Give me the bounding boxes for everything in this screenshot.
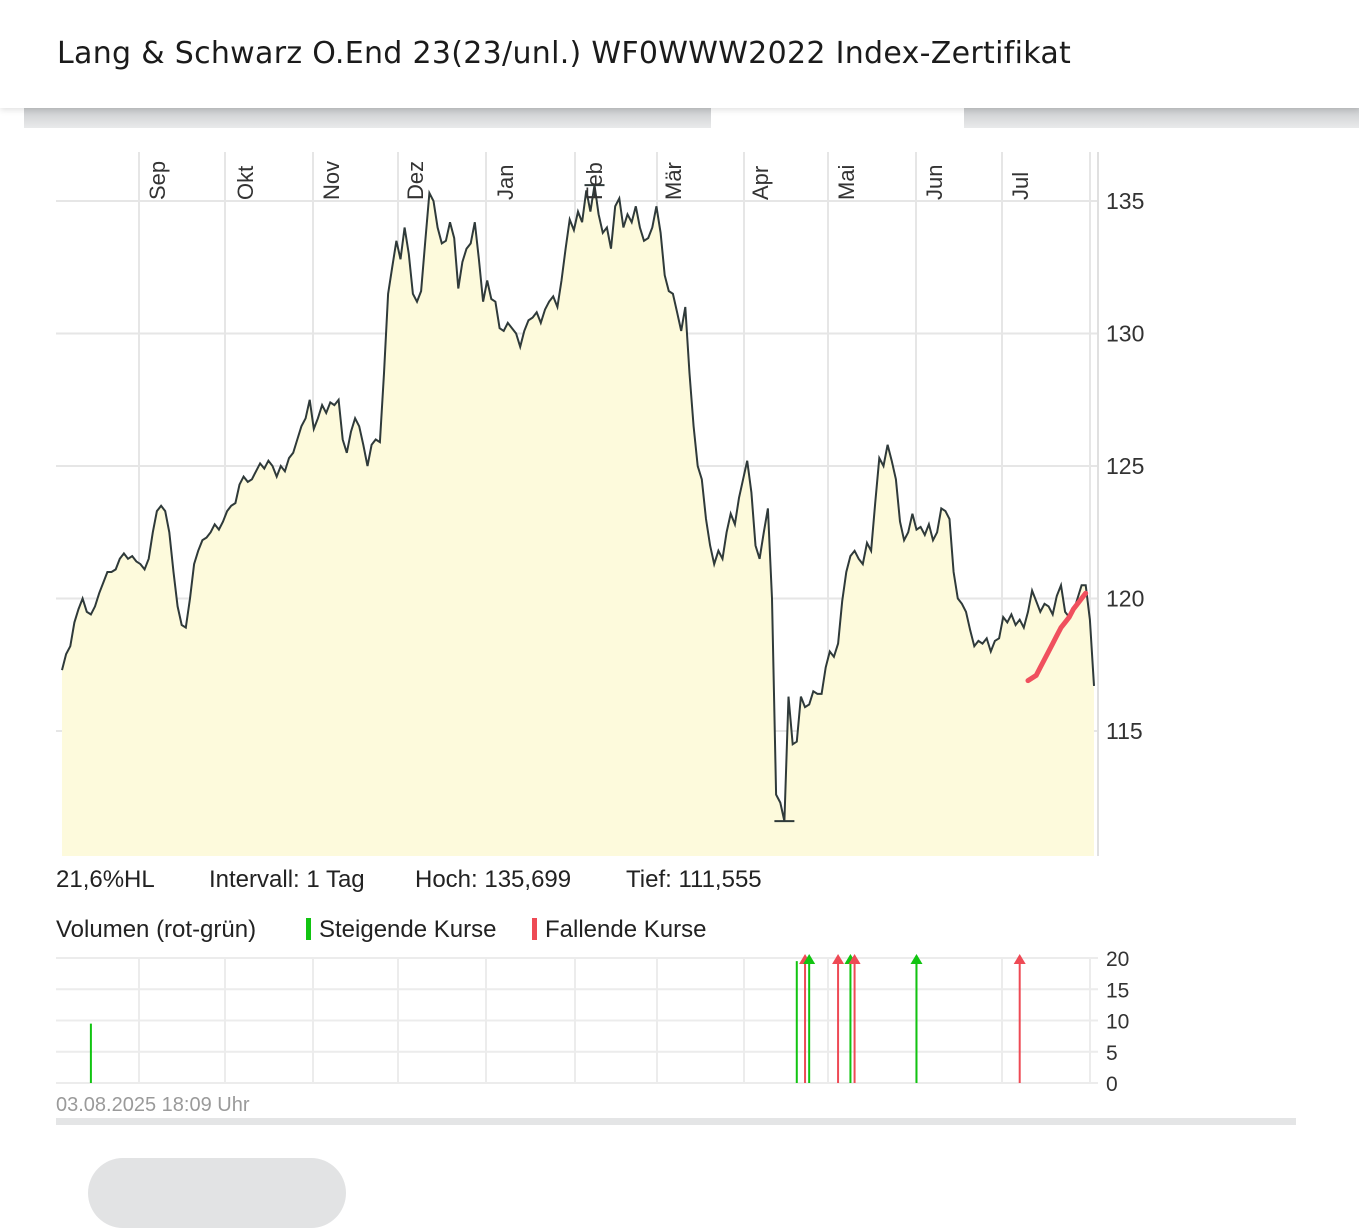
volume-tick-label: 15 [1106, 979, 1129, 1002]
volume-overflow-arrow-icon [910, 954, 923, 964]
volume-bars [89, 954, 1026, 1083]
moving-average-line [1025, 590, 1089, 684]
rising-swatch-icon [306, 918, 311, 940]
month-tick-label: Jun [922, 165, 947, 200]
price-line [61, 184, 1095, 822]
falling-swatch-icon [532, 918, 537, 940]
volume-legend-title: Volumen (rot-grün) [56, 916, 257, 943]
low-stat: Tief: 111,555 [626, 866, 762, 893]
footer-divider [56, 1118, 1296, 1125]
month-tick-label: Mär [661, 162, 686, 200]
scroll-indicator-left[interactable] [24, 108, 711, 128]
month-tick-label: Sep [145, 161, 170, 200]
scroll-indicator-right[interactable] [964, 108, 1359, 128]
volume-tick-label: 20 [1106, 948, 1129, 971]
hl-stat: 21,6%HL [56, 866, 155, 893]
volume-tick-label: 5 [1106, 1042, 1118, 1065]
month-tick-label: Nov [319, 161, 344, 200]
volume-tick-label: 10 [1106, 1011, 1129, 1034]
month-tick-label: Apr [748, 166, 773, 200]
volume-tick-label: 0 [1106, 1073, 1118, 1096]
month-tick-label: Mai [834, 165, 859, 200]
month-tick-label: Dez [403, 161, 428, 200]
price-tick-label: 130 [1106, 321, 1144, 347]
bottom-pill-button[interactable] [88, 1158, 346, 1228]
price-axis-labels: Sep Okt Nov Dez Jan Feb Mär Apr Mai Jun Jul 135 130 1… [145, 161, 1144, 823]
high-stat: Hoch: 135,699 [415, 866, 572, 893]
price-tick-label: 135 [1106, 188, 1144, 214]
app-header: Lang & Schwarz O.End 23(23/unl.) WF0WWW2… [0, 0, 1359, 108]
month-tick-label: Jul [1008, 172, 1033, 200]
page-title: Lang & Schwarz O.End 23(23/unl.) WF0WWW2… [57, 36, 1072, 71]
month-tick-label: Okt [233, 166, 258, 200]
legend-falling-label: Fallende Kurse [545, 916, 707, 943]
price-tick-label: 115 [1106, 718, 1143, 744]
price-tick-label: 125 [1106, 453, 1144, 479]
month-tick-label: Jan [493, 165, 518, 200]
volume-grid [56, 957, 1098, 1084]
volume-overflow-arrow-icon [1013, 954, 1026, 964]
interval-stat: Intervall: 1 Tag [209, 866, 365, 893]
month-tick-label: Feb [582, 162, 607, 200]
legend-falling: Fallende Kurse [532, 916, 706, 944]
price-tick-label: 120 [1106, 586, 1144, 612]
legend-rising: Steigende Kurse [306, 916, 496, 944]
price-chart: Sep Okt Nov Dez Jan Feb Mär Apr Mai Jun Jul 135 130 1… [56, 152, 1144, 1096]
price-area [62, 185, 1094, 857]
volume-overflow-arrow-icon [832, 954, 845, 964]
volume-overflow-arrow-icon [803, 954, 816, 964]
timestamp: 03.08.2025 18:09 Uhr [56, 1094, 250, 1116]
volume-axis-labels: 20 15 10 5 0 [1106, 948, 1129, 1096]
legend-rising-label: Steigende Kurse [319, 916, 497, 943]
volume-overflow-arrow-icon [848, 954, 861, 964]
